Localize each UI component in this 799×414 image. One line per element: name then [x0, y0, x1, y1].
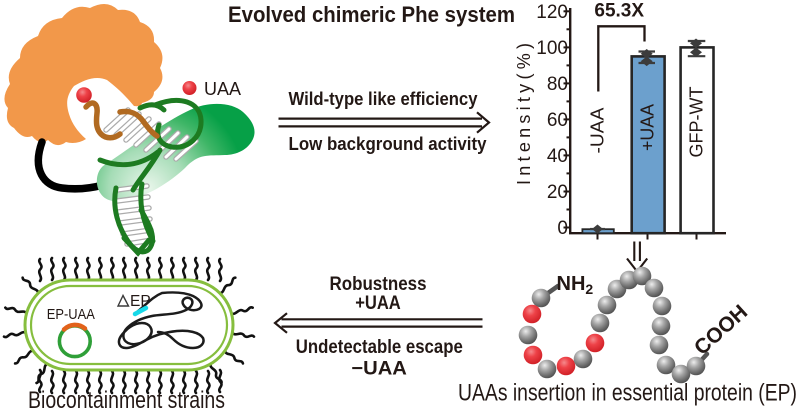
svg-text:65.3X: 65.3X	[594, 1, 644, 22]
svg-text:60: 60	[547, 110, 568, 131]
svg-text:+UAA: +UAA	[638, 104, 658, 151]
svg-text:EP: EP	[130, 293, 151, 310]
svg-text:Robustness: Robustness	[330, 274, 427, 295]
svg-text:Biocontainment strains: Biocontainment strains	[28, 387, 225, 414]
svg-text:UAAs insertion in essential pr: UAAs insertion in essential protein (EP)	[458, 380, 797, 407]
svg-text:+UAA: +UAA	[355, 293, 401, 314]
svg-text:0: 0	[557, 218, 568, 239]
svg-text:UAA: UAA	[204, 79, 241, 99]
svg-text:100: 100	[536, 38, 568, 59]
svg-text:Wild-type like efficiency: Wild-type like efficiency	[289, 89, 478, 109]
svg-text:Undetectable escape: Undetectable escape	[296, 337, 463, 358]
svg-text:40: 40	[547, 146, 568, 167]
svg-text:Intensity(%): Intensity(%)	[514, 43, 534, 185]
svg-text:Evolved chimeric Phe system: Evolved chimeric Phe system	[228, 2, 515, 27]
svg-text:GFP-WT: GFP-WT	[687, 86, 707, 157]
svg-text:120: 120	[536, 2, 568, 23]
svg-text:20: 20	[547, 182, 568, 203]
svg-text:EP-UAA: EP-UAA	[47, 306, 95, 323]
svg-text:NH2: NH2	[557, 273, 594, 297]
svg-text:Low background activity: Low background activity	[289, 134, 487, 154]
svg-text:-UAA: -UAA	[588, 108, 608, 154]
svg-text:−UAA: −UAA	[351, 359, 407, 380]
svg-text:80: 80	[547, 74, 568, 95]
svg-text:COOH: COOH	[690, 300, 752, 359]
